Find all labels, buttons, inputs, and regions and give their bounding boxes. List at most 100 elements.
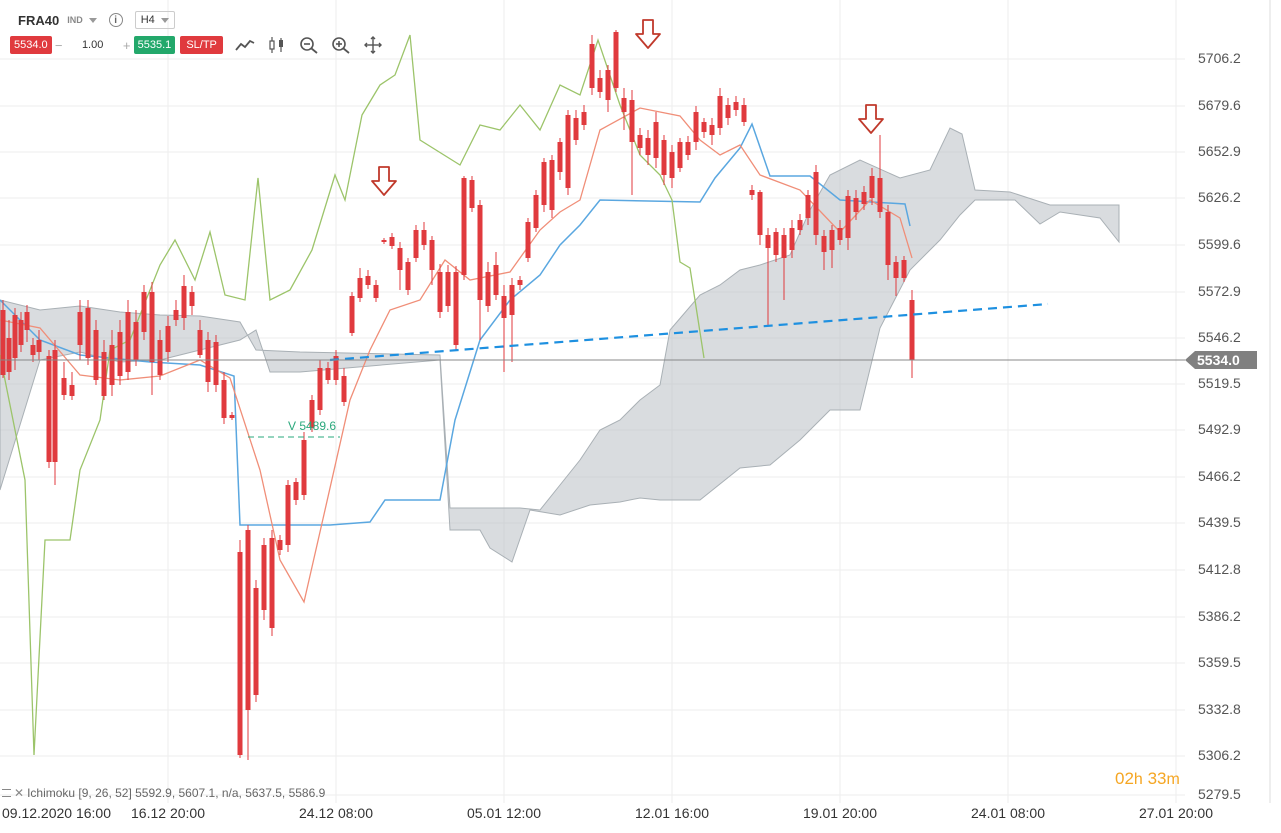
candle-countdown: 02h 33m xyxy=(1115,769,1180,789)
candle-body xyxy=(805,195,811,218)
quantity-input[interactable] xyxy=(65,38,120,52)
candle-body xyxy=(133,322,139,360)
candle-body xyxy=(357,278,363,298)
candle-body xyxy=(541,162,547,205)
candle-body xyxy=(101,352,107,396)
quantity-decrease-button[interactable]: − xyxy=(54,37,63,53)
sell-button[interactable]: 5534.0 xyxy=(10,36,52,54)
candle-body xyxy=(485,272,491,306)
arrow-shape xyxy=(858,104,884,134)
move-icon[interactable] xyxy=(363,36,383,54)
candle-body xyxy=(413,230,419,258)
candle-body xyxy=(213,342,219,385)
candle-body xyxy=(36,340,42,352)
sltp-button[interactable]: SL/TP xyxy=(180,36,223,54)
indicator-legend: ✕ Ichimoku [9, 26, 52] 5592.9, 5607.1, n… xyxy=(2,786,325,800)
remove-indicator-icon[interactable]: ✕ xyxy=(14,786,25,800)
candle-body xyxy=(18,320,24,345)
candle-body xyxy=(181,286,187,318)
candle-body xyxy=(325,368,331,380)
y-axis-tick-label: 5546.2 xyxy=(1198,329,1241,345)
countdown-hours: 02 xyxy=(1115,769,1134,788)
candle-body xyxy=(237,552,243,755)
candle-body xyxy=(141,292,147,332)
candle-body xyxy=(421,230,427,245)
candle-body xyxy=(245,530,251,710)
symbol-name[interactable]: FRA40 xyxy=(18,12,60,28)
y-axis-tick-label: 5466.2 xyxy=(1198,468,1241,484)
line-chart-icon[interactable] xyxy=(235,36,255,54)
candle-body xyxy=(461,178,467,275)
candle-body xyxy=(533,195,539,228)
candle-body xyxy=(669,152,675,178)
candle-body xyxy=(389,237,395,246)
candlestick-icon[interactable] xyxy=(267,36,287,54)
candle-body xyxy=(557,142,563,172)
candle-body xyxy=(125,312,131,372)
quantity-increase-button[interactable]: + xyxy=(122,37,131,53)
candle-body xyxy=(149,292,155,362)
candle-body xyxy=(509,285,515,315)
candle-body xyxy=(501,296,507,318)
candle-body xyxy=(821,236,827,252)
candle-body xyxy=(277,540,283,550)
candle-body xyxy=(285,485,291,545)
timeframe-select[interactable]: H4 xyxy=(134,11,175,29)
candle-body xyxy=(773,232,779,255)
market-type: IND xyxy=(67,15,83,25)
candle-body xyxy=(613,32,619,88)
candle-body xyxy=(61,378,67,395)
candle-body xyxy=(733,102,739,110)
candle-body xyxy=(437,272,443,312)
candle-body xyxy=(581,112,587,125)
candle-body xyxy=(309,400,315,428)
candle-body xyxy=(549,160,555,210)
candle-body xyxy=(157,340,163,375)
candle-body xyxy=(565,115,571,188)
candle-body xyxy=(845,196,851,238)
candle-body xyxy=(741,105,747,122)
candle-body xyxy=(621,98,627,112)
candle-body xyxy=(253,588,259,695)
zoom-in-icon[interactable] xyxy=(331,36,351,54)
candle-body xyxy=(661,140,667,175)
candle-body xyxy=(30,345,36,355)
y-axis-tick-label: 5412.8 xyxy=(1198,561,1241,577)
candle-body xyxy=(52,350,58,462)
candle-body xyxy=(69,385,75,396)
y-axis-tick-label: 5492.9 xyxy=(1198,421,1241,437)
y-axis-tick-label: 5572.9 xyxy=(1198,283,1241,299)
candle-body xyxy=(77,312,83,345)
candle-body xyxy=(605,70,611,100)
candle-body xyxy=(341,376,347,402)
trade-bar: 5534.0 − + 5535.1 SL/TP xyxy=(10,35,383,55)
y-axis-tick-label: 5706.2 xyxy=(1198,50,1241,66)
countdown-minutes-unit: m xyxy=(1166,771,1180,788)
candle-body xyxy=(445,272,451,306)
candle-body xyxy=(789,228,795,250)
candle-body xyxy=(781,235,787,258)
candle-body xyxy=(477,205,483,300)
candle-body xyxy=(261,545,267,610)
candle-body xyxy=(709,125,715,135)
x-axis-tick-label: 24.12 08:00 xyxy=(299,805,373,821)
candle-body xyxy=(701,122,707,132)
zoom-out-icon[interactable] xyxy=(299,36,319,54)
menu-icon[interactable] xyxy=(2,789,11,797)
y-axis-tick-label: 5519.5 xyxy=(1198,375,1241,391)
symbol-dropdown-icon[interactable] xyxy=(88,17,97,23)
candle-body xyxy=(677,142,683,168)
candle-body xyxy=(397,248,403,270)
x-axis-tick-label: 12.01 16:00 xyxy=(635,805,709,821)
buy-button[interactable]: 5535.1 xyxy=(133,36,176,54)
info-icon[interactable]: i xyxy=(108,13,123,27)
candle-body xyxy=(885,212,891,265)
y-axis-tick-label: 5679.6 xyxy=(1198,97,1241,113)
candle-body xyxy=(469,180,475,208)
candle-body xyxy=(109,345,115,385)
x-axis-tick-label: 27.01 20:00 xyxy=(1139,805,1213,821)
candle-body xyxy=(589,44,595,88)
candle-body xyxy=(749,190,755,195)
candle-body xyxy=(837,228,843,240)
